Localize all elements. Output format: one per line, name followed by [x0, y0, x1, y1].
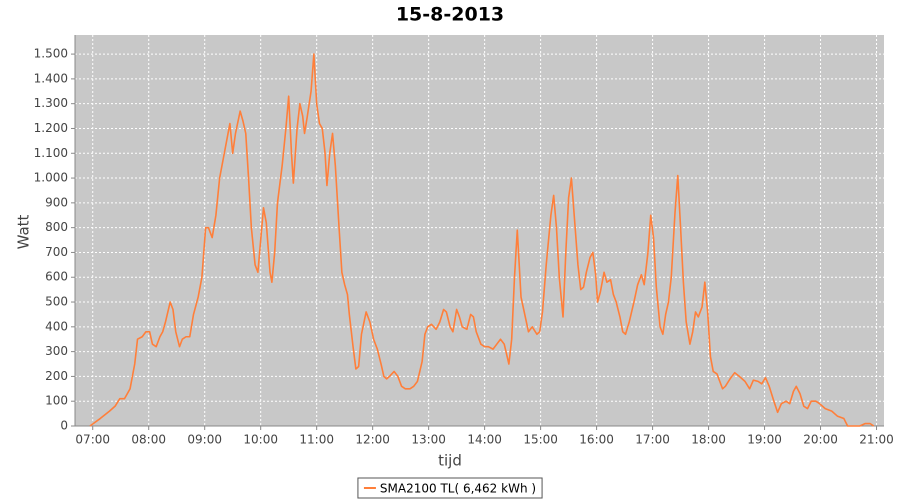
y-tick-label: 1.500	[34, 47, 68, 61]
legend: SMA2100 TL( 6,462 kWh )	[357, 477, 543, 499]
y-tick-label: 400	[45, 319, 68, 333]
y-tick-label: 300	[45, 344, 68, 358]
x-tick-label: 21:00	[859, 433, 894, 447]
y-tick-label: 800	[45, 220, 68, 234]
x-tick-label: 10:00	[243, 433, 278, 447]
series-line	[89, 53, 875, 427]
y-tick-label: 700	[45, 245, 68, 259]
x-tick-label: 17:00	[635, 433, 670, 447]
plot-area	[75, 35, 884, 426]
y-tick-label: 500	[45, 295, 68, 309]
x-tick-label: 16:00	[579, 433, 614, 447]
x-tick-label: 15:00	[523, 433, 558, 447]
y-tick-label: 600	[45, 270, 68, 284]
y-tick-label: 1.000	[34, 171, 68, 185]
y-tick-label: 1.400	[34, 71, 68, 85]
x-tick-label: 08:00	[131, 433, 166, 447]
y-tick-label: 1.300	[34, 96, 68, 110]
x-tick-label: 07:00	[75, 433, 110, 447]
x-tick-label: 11:00	[299, 433, 334, 447]
x-tick-label: 18:00	[691, 433, 726, 447]
y-tick-label: 100	[45, 394, 68, 408]
y-axis-title: Watt	[15, 214, 33, 249]
legend-label: SMA2100 TL( 6,462 kWh )	[380, 482, 536, 496]
x-axis-title: tijd	[438, 452, 462, 470]
y-tick-label: 1.100	[34, 146, 68, 160]
y-tick-label: 1.200	[34, 121, 68, 135]
y-tick-label: 0	[60, 419, 68, 433]
x-tick-label: 19:00	[747, 433, 782, 447]
x-tick-label: 09:00	[187, 433, 222, 447]
y-tick-label: 900	[45, 195, 68, 209]
x-tick-label: 14:00	[467, 433, 502, 447]
y-tick-label: 200	[45, 369, 68, 383]
chart-title: 15-8-2013	[396, 4, 504, 26]
x-tick-label: 13:00	[411, 433, 446, 447]
x-tick-label: 12:00	[355, 433, 390, 447]
x-tick-label: 20:00	[803, 433, 838, 447]
legend-box	[357, 477, 543, 499]
